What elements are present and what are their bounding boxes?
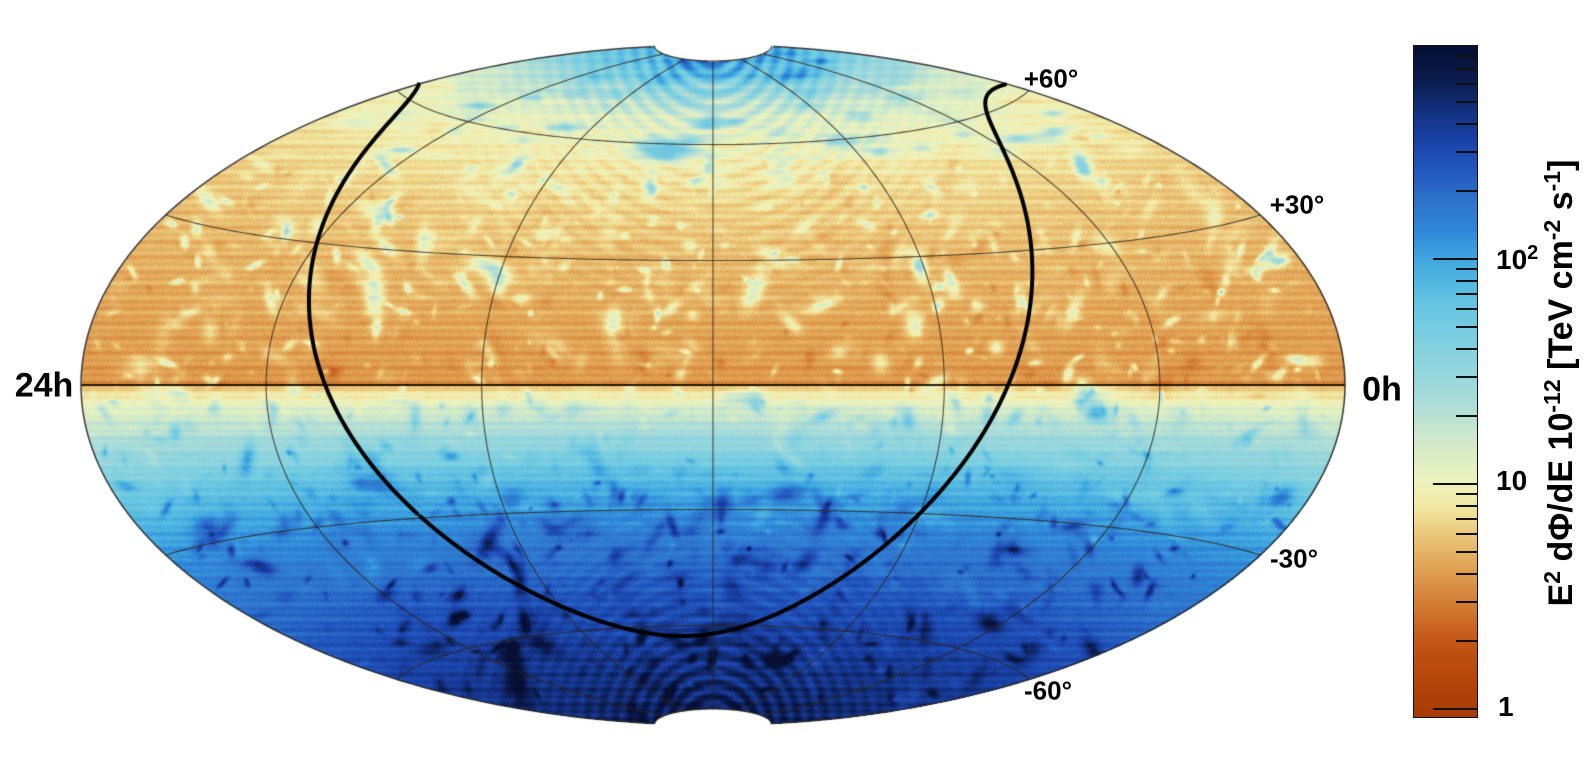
colorbar-minor-tick (1456, 292, 1477, 295)
colorbar-minor-tick (1456, 54, 1477, 57)
colorbar-title: E2 dΦ/dE 10-12 [TeV cm-2 s-1] (1538, 159, 1581, 607)
colorbar-minor-tick (1456, 600, 1477, 603)
ra-label-24h: 24h (14, 366, 74, 405)
colorbar-minor-tick (1456, 640, 1477, 643)
dec-label-plus30: +30° (1269, 189, 1325, 220)
colorbar-minor-tick (1456, 572, 1477, 575)
colorbar-minor-tick (1456, 279, 1477, 282)
dec-label-minus60: -60° (1024, 675, 1072, 706)
colorbar-minor-tick (1456, 268, 1477, 271)
colorbar-minor-tick (1456, 307, 1477, 310)
colorbar-major-tick (1433, 483, 1477, 485)
colorbar-major-tick (1433, 258, 1477, 260)
colorbar-minor-tick (1456, 504, 1477, 507)
colorbar-minor-tick (1456, 122, 1477, 125)
colorbar-minor-tick (1456, 493, 1477, 496)
colorbar-major-tick (1433, 708, 1477, 710)
colorbar-minor-tick (1456, 517, 1477, 520)
dec-label-plus60: +60° (1023, 63, 1079, 94)
colorbar (1413, 45, 1478, 718)
colorbar-minor-tick (1456, 67, 1477, 70)
colorbar-tick-label-100: 102 (1496, 241, 1539, 276)
colorbar-gradient (1414, 46, 1477, 717)
colorbar-tick-label-10: 10 (1496, 465, 1528, 496)
colorbar-minor-tick (1456, 82, 1477, 85)
colorbar-minor-tick (1456, 532, 1477, 535)
colorbar-minor-tick (1456, 150, 1477, 153)
colorbar-minor-tick (1456, 415, 1477, 418)
ra-label-0h: 0h (1362, 370, 1402, 409)
colorbar-minor-tick (1456, 325, 1477, 328)
colorbar-minor-tick (1456, 190, 1477, 193)
colorbar-minor-tick (1456, 550, 1477, 553)
dec-label-minus30: -30° (1270, 543, 1318, 574)
colorbar-tick-label-1: 1 (1498, 691, 1514, 722)
colorbar-minor-tick (1456, 100, 1477, 103)
colorbar-minor-tick (1456, 347, 1477, 350)
colorbar-minor-tick (1456, 375, 1477, 378)
